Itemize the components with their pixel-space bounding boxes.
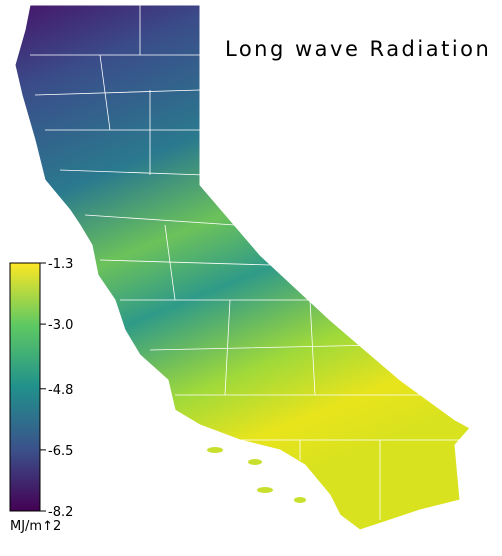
colorbar [9, 262, 41, 512]
state-shape [14, 4, 471, 531]
colorbar-tick-label: -6.5 [48, 444, 73, 459]
map-title: Long wave Radiation [225, 37, 491, 61]
california-map [14, 4, 471, 531]
colorbar-tick-label: -1.3 [48, 257, 73, 272]
colorbar-unit: MJ/m↑2 [10, 519, 61, 534]
islands [207, 447, 306, 503]
county-lines [30, 5, 460, 520]
colorbar-ticks: -1.3 -3.0 -4.8 -6.5 -8.2 [40, 257, 73, 520]
colorbar-tick-label: -4.8 [48, 383, 73, 398]
colorbar-tick-label: -3.0 [48, 318, 73, 333]
colorbar-tick-label: -8.2 [48, 505, 73, 520]
